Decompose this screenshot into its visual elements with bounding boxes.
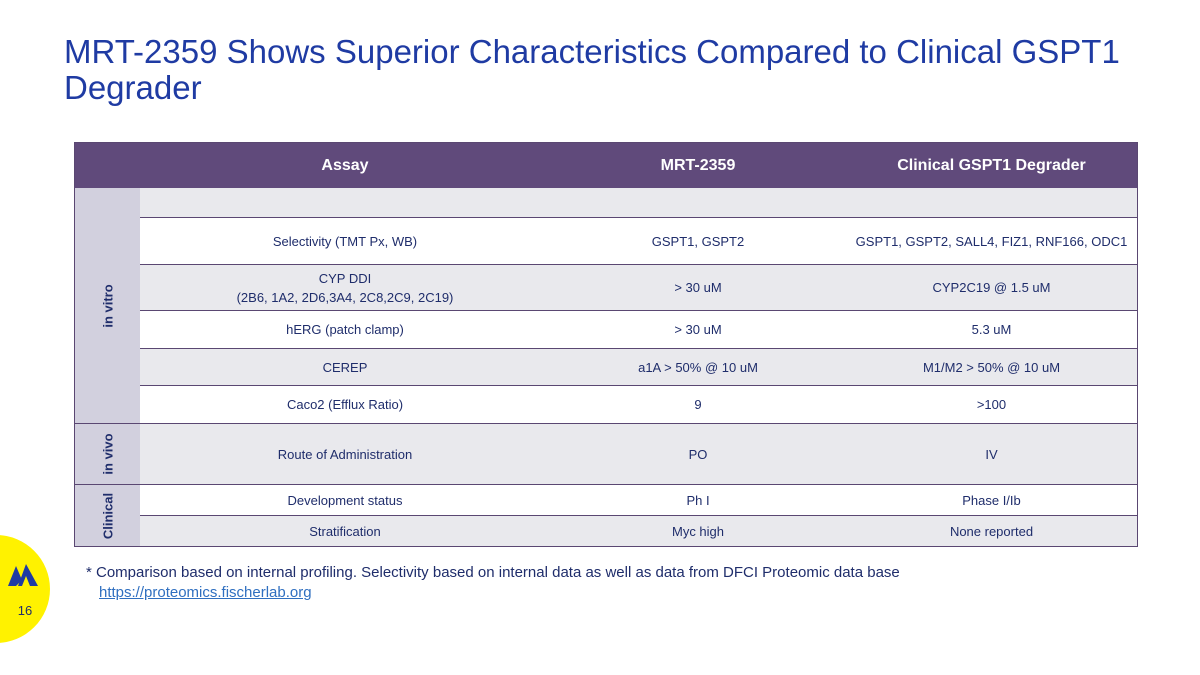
- cell-clinical: 5.3 uM: [971, 322, 1012, 337]
- cell-assay-line1: CYP DDI: [318, 270, 372, 286]
- group-clinical: Clinical: [75, 485, 140, 546]
- cell-assay: Stratification: [309, 523, 381, 539]
- footnote: * Comparison based on internal profiling…: [86, 563, 1146, 603]
- cell-clinical: [846, 188, 1137, 217]
- group-label-in-vitro: in vitro: [100, 283, 115, 328]
- cell-assay: Caco2 (Efflux Ratio): [286, 397, 404, 412]
- table-row-empty: [140, 188, 1137, 218]
- header-assay: Assay: [321, 157, 369, 174]
- cell-clinical: None reported: [949, 523, 1034, 539]
- cell-assay: [140, 188, 550, 217]
- cell-mrt: 9: [694, 397, 702, 412]
- group-label-clinical: Clinical: [100, 492, 115, 539]
- table-row-cerep: CEREP a1A > 50% @ 10 uM M1/M2 > 50% @ 10…: [140, 349, 1137, 386]
- cell-mrt: Myc high: [671, 523, 725, 539]
- cell-mrt: PO: [688, 446, 708, 462]
- page-badge: [0, 535, 50, 643]
- table-row-herg: hERG (patch clamp) > 30 uM 5.3 uM: [140, 311, 1137, 349]
- cell-mrt: GSPT1, GSPT2: [651, 233, 745, 249]
- header-mrt-2359: MRT-2359: [660, 157, 736, 174]
- proteomics-link[interactable]: https://proteomics.fischerlab.org: [99, 584, 312, 601]
- cell-clinical: GSPT1, GSPT2, SALL4, FIZ1, RNF166, ODC1: [855, 233, 1128, 249]
- cell-mrt: a1A > 50% @ 10 uM: [638, 359, 758, 375]
- table-row-cyp-ddi: CYP DDI (2B6, 1A2, 2D6,3A4, 2C8,2C9, 2C1…: [140, 265, 1137, 311]
- table-header: Assay MRT-2359 Clinical GSPT1 Degrader: [75, 143, 1137, 188]
- cell-clinical: IV: [985, 446, 998, 462]
- cell-clinical: CYP2C19 @ 1.5 uM: [932, 280, 1051, 295]
- table-row-route: Route of Administration PO IV: [140, 424, 1137, 485]
- cell-assay-line2: (2B6, 1A2, 2D6,3A4, 2C8,2C9, 2C19): [236, 289, 454, 305]
- cell-clinical: Phase I/Ib: [962, 492, 1021, 508]
- cell-assay: CEREP: [322, 359, 368, 375]
- cell-mrt: Ph I: [686, 492, 710, 508]
- footnote-text: * Comparison based on internal profiling…: [86, 564, 900, 581]
- cell-clinical: >100: [976, 397, 1007, 412]
- cell-mrt: > 30 uM: [674, 322, 722, 337]
- cell-mrt: > 30 uM: [674, 280, 722, 295]
- cell-assay: CYP DDI (2B6, 1A2, 2D6,3A4, 2C8,2C9, 2C1…: [140, 265, 550, 310]
- group-in-vitro: in vitro: [75, 188, 140, 424]
- table-row-stratification: Stratification Myc high None reported: [140, 516, 1137, 546]
- slide-title: MRT-2359 Shows Superior Characteristics …: [64, 33, 1120, 106]
- table-row-development: Development status Ph I Phase I/Ib: [140, 485, 1137, 516]
- page-number: 16: [17, 603, 33, 618]
- cell-mrt: [550, 188, 846, 217]
- table-row-selectivity: Selectivity (TMT Px, WB) GSPT1, GSPT2 GS…: [140, 218, 1137, 265]
- header-clinical-degrader: Clinical GSPT1 Degrader: [897, 157, 1086, 174]
- table-row-caco2: Caco2 (Efflux Ratio) 9 >100: [140, 386, 1137, 424]
- cell-assay: hERG (patch clamp): [286, 322, 404, 337]
- cell-clinical: M1/M2 > 50% @ 10 uM: [922, 359, 1061, 375]
- company-logo-icon: [8, 564, 38, 586]
- cell-assay: Selectivity (TMT Px, WB): [272, 233, 418, 249]
- cell-assay: Development status: [287, 492, 403, 508]
- cell-assay: Route of Administration: [277, 446, 413, 462]
- comparison-table: Assay MRT-2359 Clinical GSPT1 Degrader i…: [74, 142, 1138, 547]
- group-in-vivo: in vivo: [75, 424, 140, 485]
- group-label-in-vivo: in vivo: [100, 433, 115, 475]
